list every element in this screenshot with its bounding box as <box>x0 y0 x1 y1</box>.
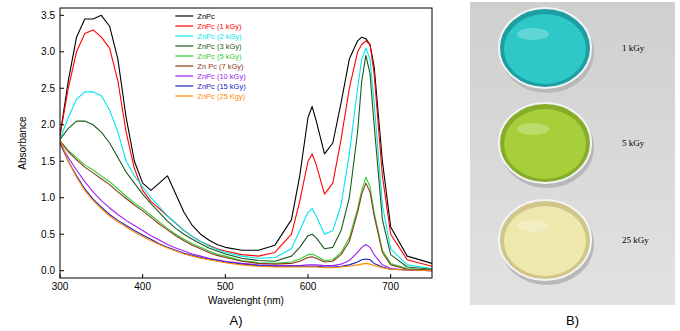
legend-label: ZnPc (25 Kgy) <box>197 92 245 101</box>
y-tick <box>60 88 64 89</box>
legend-swatch <box>175 35 193 36</box>
dish-liquid <box>504 206 586 276</box>
legend-label: ZnPc (10 kGy) <box>197 72 246 81</box>
legend-label: ZnPc (2 kGy) <box>197 32 242 41</box>
y-axis-title: Absorbance <box>17 116 28 170</box>
x-tick <box>390 274 391 278</box>
x-tick-label: 300 <box>52 281 69 292</box>
photo-background <box>470 2 675 305</box>
legend-label: ZnPc (5 kGy) <box>197 52 242 61</box>
y-tick <box>60 15 64 16</box>
x-tick-label: 500 <box>217 281 234 292</box>
legend-label: ZnPc (3 kGy) <box>197 42 242 51</box>
dish <box>499 103 591 183</box>
dish-highlight <box>517 220 549 232</box>
series-line <box>60 143 432 271</box>
legend-swatch <box>175 45 193 46</box>
y-tick-label: 0.5 <box>41 229 55 240</box>
dish-highlight <box>517 123 549 135</box>
y-tick <box>60 51 64 52</box>
y-tick <box>60 234 64 235</box>
x-axis-title: Wavelenght (nm) <box>208 295 284 306</box>
y-tick <box>60 161 64 162</box>
y-tick <box>60 270 64 271</box>
series-line <box>60 48 432 268</box>
x-tick <box>225 274 226 278</box>
x-tick <box>142 274 143 278</box>
plot-frame <box>60 8 432 278</box>
legend-swatch <box>175 25 193 26</box>
y-tick-label: 1.5 <box>41 156 55 167</box>
dish-label: 25 kGy <box>622 235 649 245</box>
figure: 300 400 500 600 700 0.0 0.5 1.0 1.5 2.0 2.5 3.0 3.5 W… <box>0 0 680 331</box>
x-tick-label: 700 <box>382 281 399 292</box>
dish-label: 1 kGy <box>622 43 645 53</box>
y-tick-label: 0.0 <box>41 265 55 276</box>
legend-label: Zn Pc (7 kGy) <box>197 62 244 71</box>
series-line <box>60 55 432 269</box>
y-tick-label: 2.0 <box>41 119 55 130</box>
legend-swatch <box>175 65 193 66</box>
legend-label: ZnPc <box>197 12 215 21</box>
series-line <box>60 141 432 270</box>
y-tick-label: 3.5 <box>41 10 55 21</box>
legend-label: ZnPc (15 kGy) <box>197 82 246 91</box>
y-tick-label: 2.5 <box>41 83 55 94</box>
legend-swatch <box>175 55 193 56</box>
dish <box>499 200 591 280</box>
legend-label: ZnPc (1 kGy) <box>197 22 242 31</box>
y-tick-label: 3.0 <box>41 46 55 57</box>
series-group <box>60 15 432 270</box>
legend: ZnPcZnPc (1 kGy)ZnPc (2 kGy)ZnPc (3 kGy)… <box>175 12 246 101</box>
panel-label: B) <box>566 313 579 328</box>
legend-swatch <box>175 15 193 16</box>
legend-swatch <box>175 85 193 86</box>
dish-liquid <box>504 109 586 179</box>
x-tick-label: 400 <box>134 281 151 292</box>
series-line <box>60 139 432 270</box>
y-tick-label: 1.0 <box>41 192 55 203</box>
x-tick <box>60 274 61 278</box>
legend-swatch <box>175 75 193 76</box>
y-tick <box>60 124 64 125</box>
dish <box>499 8 591 88</box>
series-line <box>60 143 432 271</box>
panel-label: A) <box>230 313 243 328</box>
series-line <box>60 141 432 270</box>
x-tick <box>308 274 309 278</box>
legend-swatch <box>175 95 193 96</box>
y-tick <box>60 197 64 198</box>
dish-highlight <box>517 28 549 40</box>
dish-liquid <box>504 14 586 84</box>
dish-label: 5 kGy <box>622 138 645 148</box>
x-tick-label: 600 <box>300 281 317 292</box>
plot-background <box>60 8 432 278</box>
